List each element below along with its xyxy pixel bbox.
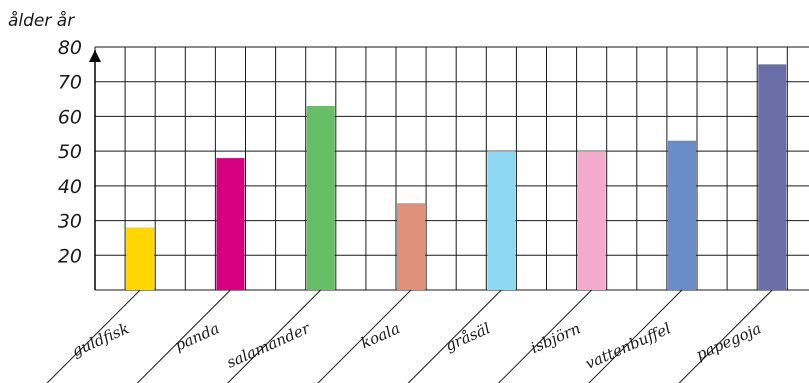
category-leader-line [46,289,141,383]
category-labels: guldfisk panda salamander koala gråsäl isbjör… [46,289,773,383]
y-tick-label: 30 [58,211,82,233]
bar-salamander [306,106,335,290]
grid-lines [94,46,809,291]
bar-isbjörn [577,151,606,290]
category-label: papegoja [693,319,764,364]
bar-panda [216,158,245,290]
bars [126,64,787,290]
y-tick-label: 80 [58,37,82,59]
y-tick-label: 20 [58,245,82,267]
category-label: isbjörn [528,319,583,357]
y-tick-label: 60 [58,106,82,128]
category-label: gråsäl [443,319,494,355]
category-leader-line [317,289,412,383]
bar-gråsäl [487,151,516,290]
y-tick-label: 50 [58,141,82,163]
bar-guldfisk [126,227,155,290]
category-label: guldfisk [69,319,132,360]
y-tick-label: 40 [58,176,82,198]
category-leader-line [497,289,593,383]
y-axis-arrow [89,50,101,62]
category-label: panda [172,319,222,354]
category-leader-line [588,289,683,383]
category-label: salamander [224,319,313,372]
y-tick-label: 70 [58,72,82,94]
axes [89,50,101,290]
category-leader-line [227,289,322,383]
category-leader-line [407,289,502,383]
bar-koala [397,203,426,290]
category-leader-line [136,289,231,383]
category-label: vattenbuffel [583,319,674,373]
category-leader-line [678,289,773,383]
category-label: koala [358,319,403,352]
y-axis-label: ålder år [8,10,75,31]
y-tick-labels: 20 30 40 50 60 70 80 [58,37,82,267]
bar-vattenbuffel [667,140,696,290]
bar-papegoja [758,64,787,290]
